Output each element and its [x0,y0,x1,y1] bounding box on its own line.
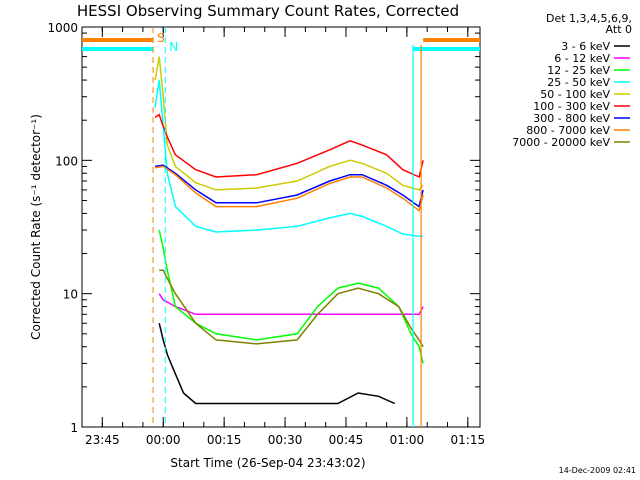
x-tick-label: 01:00 [390,433,425,447]
legend-label: 12 - 25 keV [547,64,610,77]
legend-label: 300 - 800 keV [533,112,610,125]
y-tick-label: 10 [63,288,78,302]
plot-frame [81,26,481,428]
series-group [154,56,424,405]
x-tick-label: 01:15 [451,433,486,447]
marker-group: SN [82,27,480,427]
series-line-8 [154,165,424,212]
chart-title: HESSI Observing Summary Count Rates, Cor… [77,2,459,20]
series-line-2 [158,293,424,316]
x-axis-label: Start Time (26-Sep-04 23:43:02) [170,456,365,470]
series-line-9 [159,269,424,348]
x-tick-label: 00:00 [146,433,181,447]
plot-area [81,26,481,428]
legend-label: 6 - 12 keV [554,52,610,65]
legend-header: Det 1,3,4,5,6,9, [546,12,632,25]
legend-label: 100 - 300 keV [533,100,610,113]
y-tick-label: 1000 [47,21,78,35]
legend-label: 50 - 100 keV [540,88,610,101]
x-tick-label: 23:45 [85,433,120,447]
legend-label: 3 - 6 keV [561,40,610,53]
series-line-6 [154,113,424,179]
legend-header: Att 0 [606,23,632,36]
legend-label: 800 - 7000 keV [526,124,610,137]
legend-label: 7000 - 20000 keV [512,136,610,149]
y-axis-label: Corrected Count Rate (s⁻¹ detector⁻¹) [29,114,43,340]
x-tick-label: 00:30 [268,433,303,447]
x-tick-label: 00:45 [329,433,364,447]
y-tick-label: 100 [55,154,78,168]
series-line-1 [158,323,396,405]
series-line-7 [154,164,424,208]
marker-label: N [169,40,178,54]
legend-label: 25 - 50 keV [547,76,610,89]
series-line-4 [154,79,424,237]
x-tick-label: 00:15 [207,433,242,447]
marker-label: S [157,31,165,45]
axis-ticks: 23:45 00:00 00:15 00:30 00:45 01:00 01:15 1 10 10… [47,21,485,447]
y-tick-label: 1 [70,421,78,435]
series-line-3 [158,229,424,364]
footer-timestamp: 14-Dec-2009 02:41 [559,466,636,475]
